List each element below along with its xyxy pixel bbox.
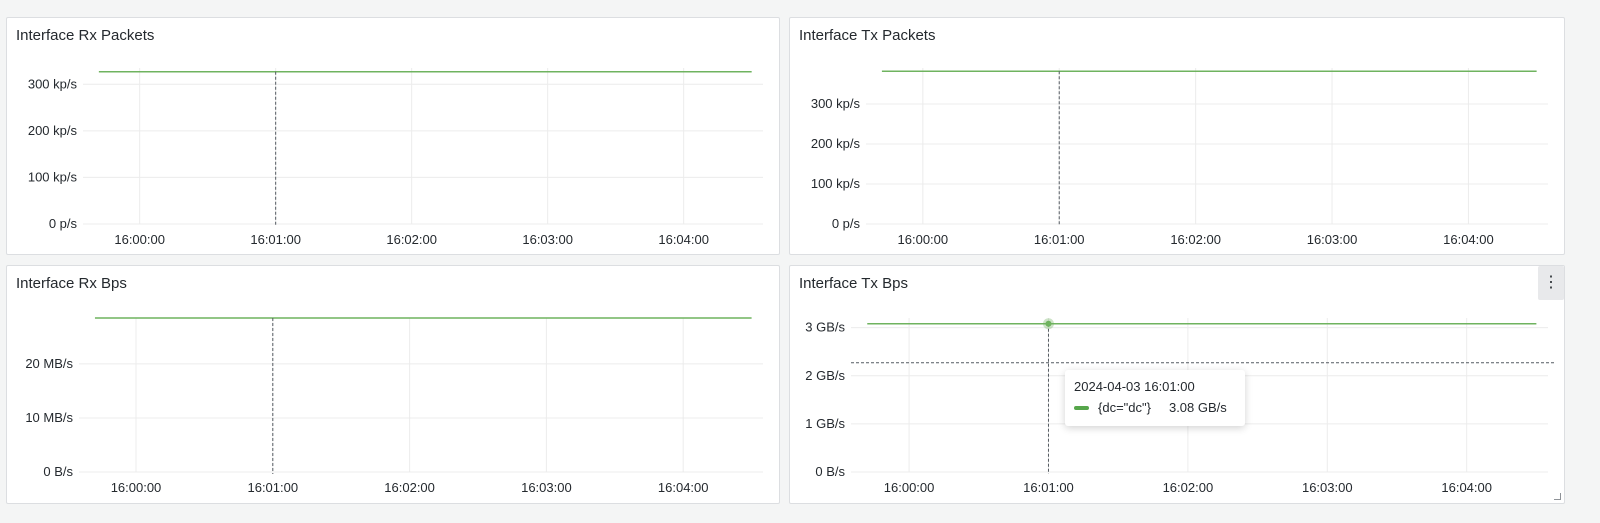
x-tick-label: 16:03:00 xyxy=(521,480,572,495)
x-tick-label: 16:01:00 xyxy=(1034,232,1085,247)
x-tick-label: 16:03:00 xyxy=(1307,232,1358,247)
x-tick-label: 16:02:00 xyxy=(384,480,435,495)
panel-menu-button[interactable]: ⋮ xyxy=(1538,266,1564,300)
y-tick-label: 3 GB/s xyxy=(805,320,845,335)
y-tick-label: 100 kp/s xyxy=(811,176,861,191)
panel-interface-tx-bps: Interface Tx Bps ⋮ 0 B/s 1 GB/s 2 GB/s 3 GB… xyxy=(789,265,1565,504)
y-tick-label: 200 kp/s xyxy=(28,123,78,138)
highlight-point xyxy=(1045,320,1052,327)
x-tick-label: 16:04:00 xyxy=(1441,480,1492,495)
y-tick-label: 100 kp/s xyxy=(28,169,78,184)
y-tick-label: 1 GB/s xyxy=(805,416,845,431)
x-tick-label: 16:01:00 xyxy=(1023,480,1074,495)
y-tick-label: 0 p/s xyxy=(49,216,78,231)
tooltip: 2024-04-03 16:01:00 {dc="dc"} 3.08 GB/s xyxy=(1065,370,1245,426)
y-tick-label: 300 kp/s xyxy=(811,96,861,111)
panel-interface-tx-packets: Interface Tx Packets 0 p/s 100 kp/s 200 kp… xyxy=(789,17,1565,255)
y-tick-label: 10 MB/s xyxy=(25,410,73,425)
y-tick-label: 20 MB/s xyxy=(25,356,73,371)
panel-title: Interface Tx Bps xyxy=(799,275,908,292)
panel-interface-rx-packets: Interface Rx Packets 0 p/s 100 kp/s 200 kp… xyxy=(6,17,780,255)
kebab-menu-icon: ⋮ xyxy=(1543,274,1559,291)
x-tick-label: 16:04:00 xyxy=(658,480,709,495)
y-tick-label: 0 B/s xyxy=(43,464,73,479)
resize-handle[interactable] xyxy=(1554,493,1561,500)
series-color-swatch xyxy=(1074,405,1089,410)
x-tick-label: 16:02:00 xyxy=(1170,232,1221,247)
x-tick-label: 16:03:00 xyxy=(1302,480,1353,495)
y-tick-label: 2 GB/s xyxy=(805,368,845,383)
rx-bps-chart[interactable]: 0 B/s 10 MB/s 20 MB/s 16:00:00 16:01:00 16:02… xyxy=(7,266,779,503)
tx-packets-chart[interactable]: 0 p/s 100 kp/s 200 kp/s 300 kp/s 16:00:00 16:… xyxy=(790,18,1564,254)
y-tick-label: 200 kp/s xyxy=(811,136,861,151)
panel-title: Interface Rx Bps xyxy=(16,275,127,292)
panel-title: Interface Rx Packets xyxy=(16,27,155,44)
rx-packets-chart[interactable]: 0 p/s 100 kp/s 200 kp/s 300 kp/s 16:00:00 16:… xyxy=(7,18,779,254)
x-tick-label: 16:01:00 xyxy=(250,232,301,247)
y-tick-label: 0 B/s xyxy=(815,464,845,479)
x-tick-label: 16:03:00 xyxy=(522,232,573,247)
panel-title: Interface Tx Packets xyxy=(799,27,936,44)
y-tick-label: 0 p/s xyxy=(832,216,861,231)
tooltip-time: 2024-04-03 16:01:00 xyxy=(1074,379,1195,394)
tooltip-series-row: {dc="dc"} 3.08 GB/s xyxy=(1074,400,1236,415)
x-tick-label: 16:04:00 xyxy=(1443,232,1494,247)
x-tick-label: 16:00:00 xyxy=(111,480,162,495)
tooltip-series-value: 3.08 GB/s xyxy=(1168,400,1227,415)
x-tick-label: 16:01:00 xyxy=(247,480,298,495)
x-tick-label: 16:04:00 xyxy=(658,232,709,247)
x-tick-label: 16:00:00 xyxy=(114,232,165,247)
x-tick-label: 16:00:00 xyxy=(898,232,949,247)
tooltip-series-label: {dc="dc"} xyxy=(1098,400,1151,415)
panel-interface-rx-bps: Interface Rx Bps 0 B/s 10 MB/s 20 MB/s 16:0… xyxy=(6,265,780,504)
y-tick-label: 300 kp/s xyxy=(28,76,78,91)
x-tick-label: 16:02:00 xyxy=(386,232,437,247)
x-tick-label: 16:02:00 xyxy=(1163,480,1214,495)
x-tick-label: 16:00:00 xyxy=(884,480,935,495)
